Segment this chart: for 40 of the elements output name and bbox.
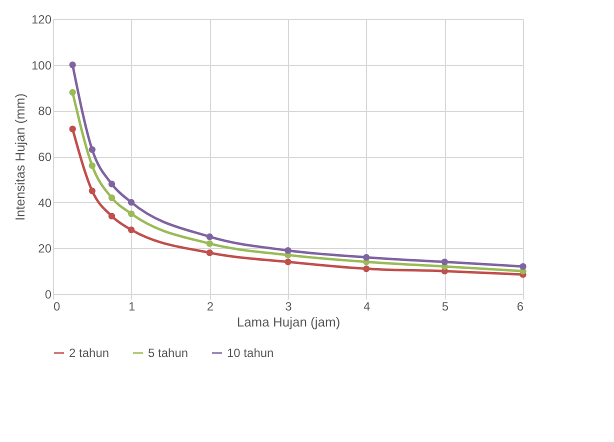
point (128, 210, 135, 218)
y-tick-label: 20 (38, 242, 52, 256)
point (88, 162, 96, 170)
y-tick-label: 60 (38, 150, 52, 164)
x-axis-title: Lama Hujan (jam) (236, 314, 340, 330)
point (206, 233, 214, 240)
point (520, 263, 526, 270)
point (108, 212, 116, 220)
legend-label: 5 tahun (148, 346, 188, 360)
x-tick-label: 1 (128, 300, 136, 314)
x-tick-label: 6 (516, 300, 524, 314)
point (108, 194, 116, 202)
y-tick-label: 80 (38, 104, 52, 118)
point (69, 88, 76, 96)
point (206, 240, 214, 247)
x-tick-label: 2 (206, 300, 214, 314)
legend-label: 2 tahun (69, 346, 110, 360)
point (69, 61, 76, 68)
x-tick-label: 5 (442, 300, 449, 314)
y-tick-label: 40 (38, 196, 52, 210)
legend-label: 10 tahun (227, 346, 274, 360)
y-tick-label: 0 (44, 288, 52, 302)
y-axis-title: Intensitas Hujan (mm) (12, 93, 28, 221)
y-tick-label: 100 (31, 58, 52, 72)
point (88, 188, 96, 194)
point (69, 126, 76, 132)
point (108, 180, 116, 188)
point (362, 254, 370, 261)
point (88, 146, 96, 153)
point (362, 265, 370, 272)
point (284, 258, 292, 266)
point (441, 258, 448, 266)
y-tick-label: 120 (31, 12, 52, 26)
point (128, 226, 135, 234)
point (128, 198, 135, 206)
point (206, 249, 214, 256)
x-tick-label: 0 (54, 300, 60, 314)
x-tick-label: 4 (363, 300, 370, 314)
point (284, 247, 292, 254)
x-tick-label: 3 (285, 300, 292, 314)
